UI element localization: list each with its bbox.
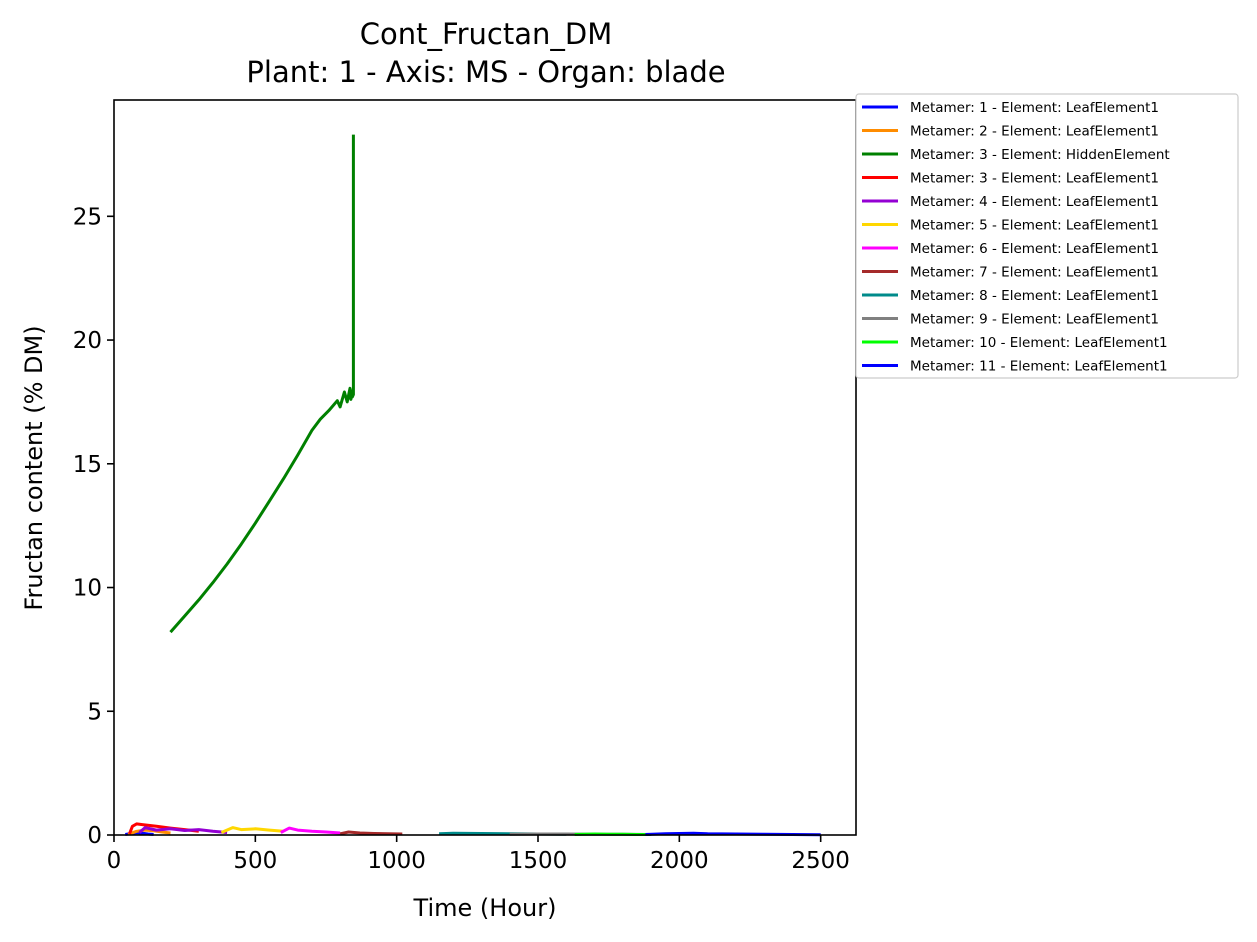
- y-tick-label: 0: [87, 823, 102, 849]
- x-tick-label: 0: [107, 848, 122, 874]
- y-tick-label: 5: [87, 699, 102, 725]
- series-line-6: [220, 826, 284, 834]
- legend-frame: [855, 93, 1239, 379]
- legend-label: Metamer: 7 - Element: LeafElement1: [910, 265, 1159, 281]
- legend-label: Metamer: 8 - Element: LeafElement1: [910, 288, 1159, 304]
- legend-label: Metamer: 11 - Element: LeafElement1: [910, 359, 1168, 375]
- y-tick-label: 20: [73, 328, 102, 354]
- legend-label: Metamer: 9 - Element: LeafElement1: [910, 312, 1159, 328]
- chart-title: Cont_Fructan_DM: [360, 17, 612, 51]
- series-line-5: [138, 826, 228, 834]
- x-tick-label: 2000: [650, 848, 709, 874]
- series-line-7: [280, 826, 341, 835]
- legend-label: Metamer: 2 - Element: LeafElement1: [910, 124, 1159, 140]
- series-line-3: [169, 134, 355, 634]
- x-axis: 0 500 1000 1500 2000 2500: [107, 835, 850, 874]
- series-line-2: [127, 828, 171, 836]
- legend-label: Metamer: 3 - Element: LeafElement1: [910, 171, 1159, 187]
- legend-label: Metamer: 6 - Element: LeafElement1: [910, 241, 1159, 257]
- y-axis-label: Fructan content (% DM): [20, 325, 48, 610]
- y-tick-label: 15: [73, 452, 102, 478]
- x-tick-label: 1500: [509, 848, 568, 874]
- legend-label: Metamer: 5 - Element: LeafElement1: [910, 218, 1159, 234]
- y-tick-label: 25: [73, 204, 102, 230]
- chart-subtitle: Plant: 1 - Axis: MS - Organ: blade: [246, 55, 725, 89]
- legend-label: Metamer: 1 - Element: LeafElement1: [910, 100, 1159, 116]
- x-tick-label: 2500: [791, 848, 850, 874]
- x-axis-label: Time (Hour): [413, 894, 557, 922]
- y-tick-label: 10: [73, 576, 102, 602]
- series-line-8: [339, 830, 403, 836]
- legend-label: Metamer: 10 - Element: LeafElement1: [910, 335, 1168, 351]
- x-tick-label: 500: [233, 848, 277, 874]
- y-axis: 0 5 10 15 20 25: [73, 204, 114, 849]
- legend-label: Metamer: 3 - Element: HiddenElement: [910, 147, 1170, 163]
- plot-frame: [113, 99, 857, 836]
- plot-lines: [125, 134, 821, 837]
- legend: Metamer: 1 - Element: LeafElement1 Metame…: [855, 93, 1239, 379]
- legend-label: Metamer: 4 - Element: LeafElement1: [910, 194, 1159, 210]
- x-tick-label: 1000: [367, 848, 426, 874]
